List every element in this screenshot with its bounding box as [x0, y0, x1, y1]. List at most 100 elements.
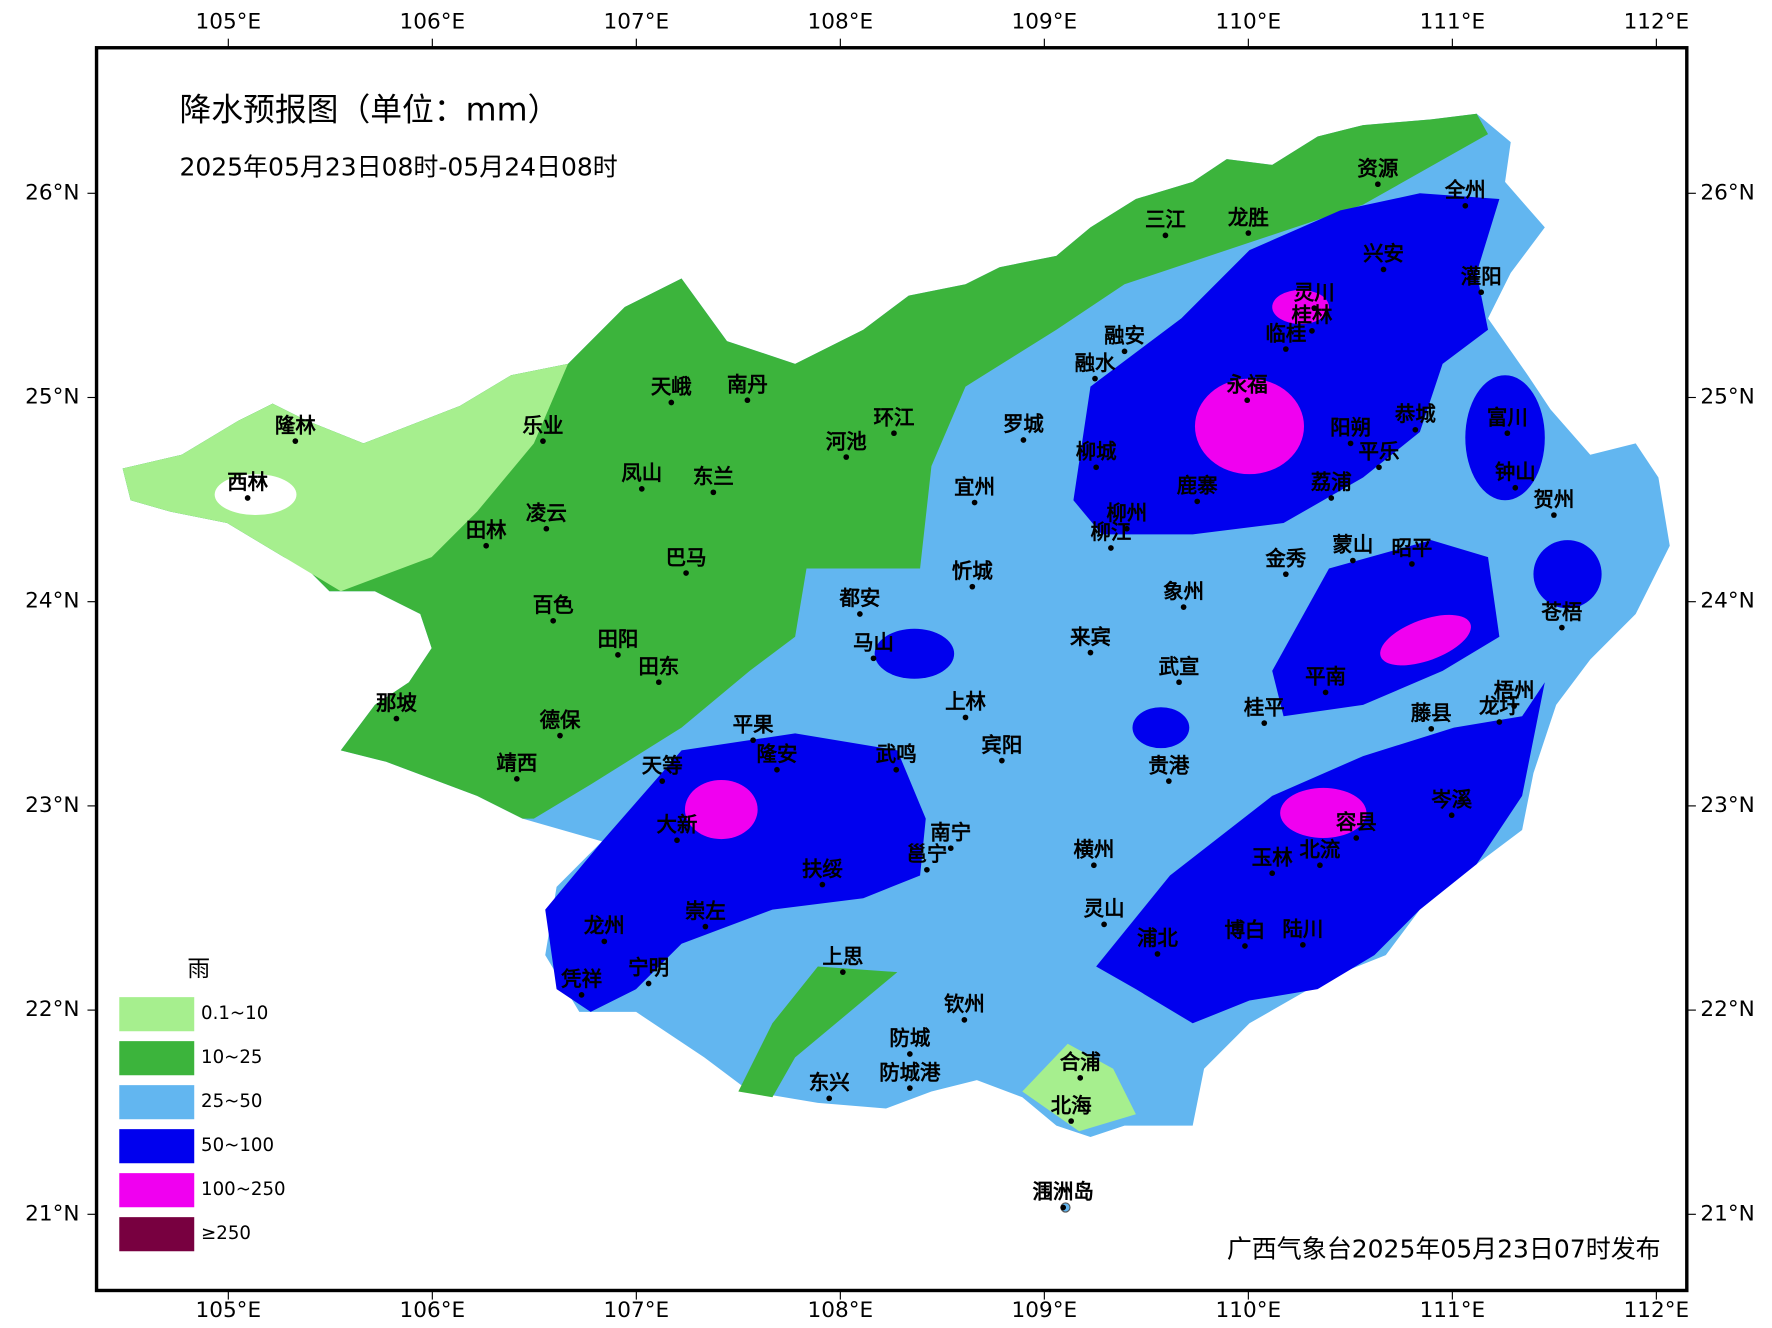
legend-label: 0.1~10	[201, 1003, 268, 1024]
city-dot	[744, 397, 751, 404]
city-label: 柳城	[1076, 440, 1117, 464]
city-label: 灌阳	[1461, 264, 1502, 288]
city-label: 融水	[1075, 351, 1116, 375]
legend-label: 10~25	[201, 1047, 262, 1068]
city-label: 柳州	[1106, 501, 1147, 525]
city-dot	[947, 845, 954, 852]
city-dot	[962, 714, 969, 721]
city-label: 桂林	[1291, 303, 1333, 327]
legend-swatch	[119, 1173, 195, 1208]
legend-label: 100~250	[201, 1179, 286, 1200]
city-dot	[1380, 266, 1387, 273]
lat-label: 24°N	[1700, 589, 1754, 614]
city-label: 田阳	[598, 627, 639, 651]
city-dot	[1375, 181, 1381, 188]
city-label: 东兴	[809, 1071, 850, 1095]
city-dot	[961, 1017, 968, 1023]
lon-label: 109°E	[1012, 10, 1078, 35]
city-label: 隆林	[275, 413, 316, 437]
city-label: 都安	[838, 586, 880, 610]
city-dot	[1176, 679, 1182, 686]
city-label: 环江	[874, 405, 915, 429]
city-label: 荔浦	[1311, 470, 1352, 494]
city-dot	[645, 980, 652, 987]
city-label: 资源	[1357, 156, 1398, 180]
lon-label: 106°E	[400, 10, 466, 35]
city-dot	[668, 399, 675, 406]
lat-label: 24°N	[25, 589, 79, 614]
city-dot	[1350, 557, 1356, 564]
city-dot	[819, 881, 826, 888]
zone-100-250	[1194, 378, 1305, 475]
city-label: 龙州	[584, 914, 625, 938]
city-label: 柳江	[1090, 520, 1131, 544]
city-label: 龙圩	[1479, 694, 1520, 718]
city-label: 恭城	[1394, 402, 1436, 426]
city-label: 来宾	[1069, 625, 1111, 649]
city-label: 宾阳	[981, 733, 1022, 757]
no-rain	[214, 474, 297, 516]
lon-label: 107°E	[604, 10, 670, 35]
city-dot	[1559, 624, 1565, 631]
city-label: 鹿寨	[1177, 474, 1218, 498]
lon-label: 111°E	[1420, 1298, 1486, 1323]
city-label: 东兰	[693, 465, 734, 489]
city-dot	[578, 992, 585, 998]
map-subtitle: 2025年05月23日08时-05月24日08时	[179, 152, 617, 181]
lat-label: 21°N	[25, 1201, 79, 1226]
zone-0-10	[1022, 1043, 1136, 1132]
city-label: 北海	[1051, 1093, 1092, 1117]
lat-label: 22°N	[1700, 997, 1754, 1022]
city-label: 阳朔	[1330, 416, 1371, 440]
rain-zones	[122, 113, 1670, 1213]
lon-label: 108°E	[808, 10, 874, 35]
city-dot	[1511, 703, 1517, 709]
city-dot	[893, 766, 900, 773]
city-label: 武宣	[1159, 654, 1200, 678]
map-title: 降水预报图（单位：mm）	[179, 90, 559, 128]
city-dot	[857, 611, 863, 617]
city-label: 西林	[227, 470, 268, 494]
city-label: 宜州	[954, 475, 995, 499]
lon-label: 105°E	[196, 1298, 262, 1323]
city-dot	[1504, 430, 1511, 437]
city-dot	[659, 778, 666, 784]
zone-50-100	[1272, 540, 1500, 717]
city-dot	[1347, 440, 1354, 447]
city-label: 金秀	[1264, 546, 1306, 570]
city-label: 藤县	[1410, 701, 1452, 725]
city-dot	[601, 938, 608, 945]
lat-label: 22°N	[25, 997, 79, 1022]
city-dot	[244, 495, 251, 501]
zone-50-100	[1533, 540, 1602, 609]
city-dot	[1311, 305, 1318, 311]
city-dot	[1068, 1118, 1074, 1124]
city-dot	[1123, 525, 1130, 532]
city-dot	[543, 525, 550, 532]
city-label: 凌云	[526, 501, 567, 525]
city-dot	[483, 542, 490, 549]
city-label: 马山	[853, 631, 894, 655]
city-dot	[969, 583, 976, 590]
frame	[94, 46, 1689, 1293]
city-label: 邕宁	[906, 842, 947, 866]
city-dot	[513, 775, 520, 782]
city-label: 德保	[540, 708, 581, 732]
city-label: 蒙山	[1332, 533, 1373, 557]
city-dot	[550, 617, 557, 624]
city-label: 天峨	[651, 375, 692, 399]
city-dot	[1512, 484, 1519, 491]
city-dot	[1300, 941, 1306, 948]
zone-50-100	[1096, 682, 1545, 1024]
issuer-note: 广西气象台2025年05月23日07时发布	[1227, 1235, 1661, 1264]
lon-label: 112°E	[1624, 10, 1690, 35]
city-label: 上林	[945, 690, 986, 714]
legend-label: 25~50	[201, 1091, 262, 1112]
city-label: 天等	[642, 753, 683, 777]
city-label: 桂平	[1243, 695, 1285, 719]
zone-100-250	[1280, 787, 1367, 838]
zone-100-250	[1380, 614, 1471, 666]
city-dot	[1162, 232, 1169, 239]
city-dot	[1154, 951, 1161, 957]
